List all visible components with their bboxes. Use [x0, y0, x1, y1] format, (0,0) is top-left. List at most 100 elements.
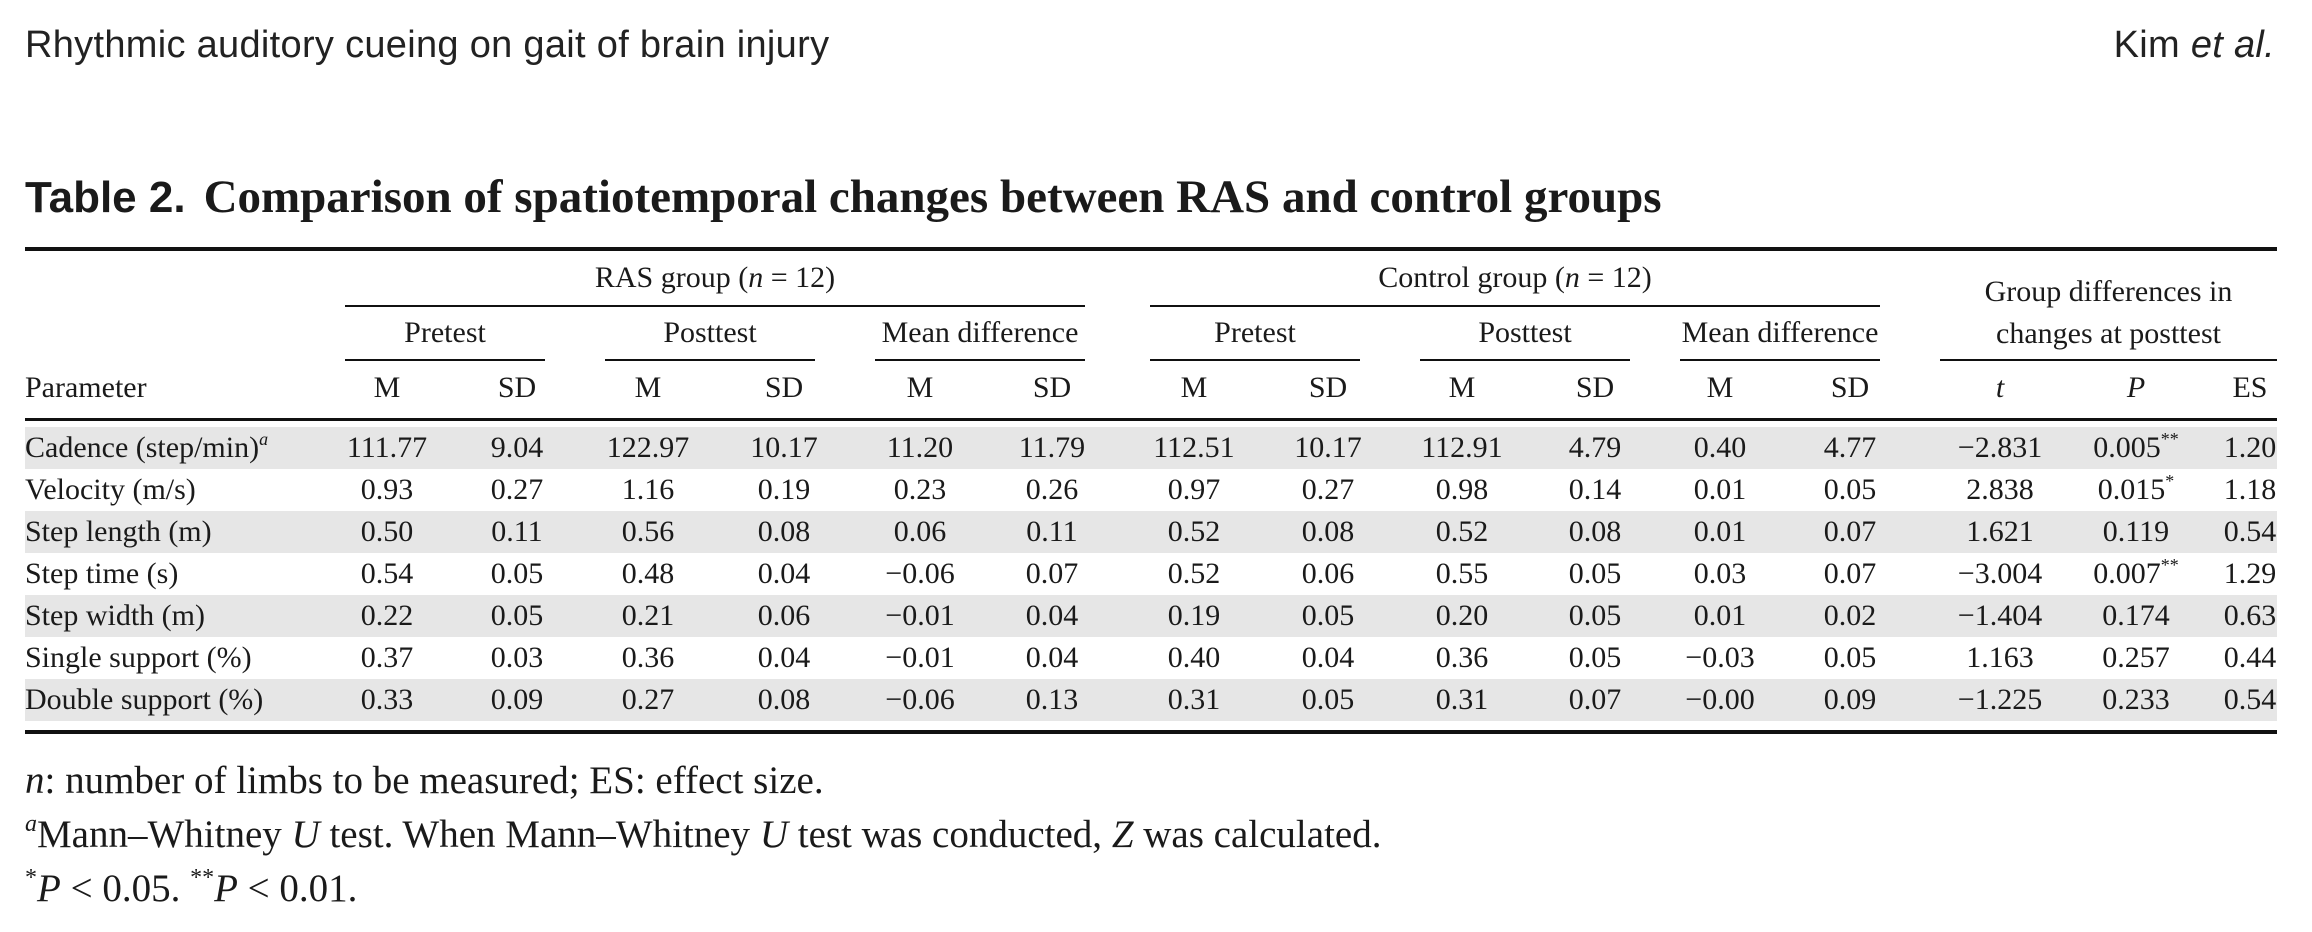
- table-cell: 0.07: [1823, 515, 1877, 548]
- row-shading: [25, 595, 2277, 637]
- table-cell: 0.06: [757, 599, 811, 632]
- table-cell: 0.09: [490, 683, 544, 716]
- table-cell: 1.16: [621, 473, 675, 506]
- group-differences-header-line1: Group differences in: [1984, 275, 2233, 308]
- row-shading: [25, 511, 2277, 553]
- table-cell: 1.18: [2223, 473, 2277, 506]
- table-cell: 0.005**: [2093, 429, 2179, 464]
- table-cell: 0.50: [360, 515, 414, 548]
- control-group-rule: [1150, 305, 1880, 307]
- row-parameter: Step length (m): [25, 515, 212, 548]
- stat-header: M: [373, 371, 401, 404]
- table-cell: 0.44: [2223, 641, 2277, 674]
- stat-header: SD: [1575, 371, 1615, 404]
- subheader-ras-mean-difference: Mean difference: [881, 316, 1079, 349]
- table-cell: 0.22: [360, 599, 414, 632]
- table-cell: 0.05: [1568, 599, 1622, 632]
- stat-header: P: [2126, 371, 2146, 404]
- table-cell: 0.37: [360, 641, 414, 674]
- table-label: Table 2.: [25, 173, 186, 222]
- table-cell: 0.52: [1435, 515, 1489, 548]
- table-cell: 0.40: [1693, 431, 1747, 464]
- row-parameter: Step width (m): [25, 599, 205, 632]
- table-cell: 0.05: [1301, 599, 1355, 632]
- subheader-control-mean-difference: Mean difference: [1681, 316, 1879, 349]
- table-cell: 0.119: [2102, 515, 2170, 548]
- table-cell: 0.03: [1693, 557, 1747, 590]
- subheader-control-posttest: Posttest: [1478, 316, 1572, 349]
- stat-header: SD: [497, 371, 537, 404]
- table-cell: 0.52: [1167, 557, 1221, 590]
- table-cell: 0.31: [1167, 683, 1221, 716]
- table-cell: 0.20: [1435, 599, 1489, 632]
- stat-header: SD: [1830, 371, 1870, 404]
- table-cell: 10.17: [750, 431, 818, 464]
- table-cell: 0.05: [1823, 473, 1877, 506]
- table-cell: 0.08: [757, 683, 811, 716]
- row-shading: [25, 427, 2277, 469]
- table-cell: −0.06: [885, 557, 955, 590]
- row-parameter: Step time (s): [25, 557, 179, 590]
- table-cell: 0.015*: [2097, 471, 2175, 506]
- table-cell: 0.63: [2223, 599, 2277, 632]
- table-cell: 0.04: [1025, 599, 1079, 632]
- author-suffix: et al.: [2190, 24, 2275, 66]
- table-cell: 0.257: [2102, 641, 2170, 674]
- table-cell: −2.831: [1957, 431, 2043, 464]
- table-cell: 0.14: [1568, 473, 1622, 506]
- table-cell: 0.05: [1823, 641, 1877, 674]
- table-cell: 111.77: [346, 431, 428, 464]
- table-cell: 1.29: [2223, 557, 2277, 590]
- row-shading: [25, 679, 2277, 721]
- stat-header: SD: [1032, 371, 1072, 404]
- table-cell: 1.20: [2223, 431, 2277, 464]
- table-cell: 0.06: [1301, 557, 1355, 590]
- table-cell: 0.54: [2223, 683, 2277, 716]
- table-cell: 0.174: [2102, 599, 2170, 632]
- table-cell: 11.20: [886, 431, 954, 464]
- table-cell: 0.55: [1435, 557, 1489, 590]
- table-caption: Table 2. Comparison of spatiotemporal cha…: [25, 170, 1662, 224]
- table-cell: 0.19: [1167, 599, 1221, 632]
- table-top-rule: [25, 247, 2277, 251]
- table-cell: 0.27: [621, 683, 675, 716]
- table-cell: 4.77: [1823, 431, 1877, 464]
- table-cell: 0.04: [757, 557, 811, 590]
- table-cell: 0.05: [490, 599, 544, 632]
- footnote-significance: *P < 0.05. **P < 0.01.: [25, 865, 358, 910]
- ras-group-header: RAS group (n = 12): [594, 261, 836, 294]
- stat-header: SD: [764, 371, 804, 404]
- table-cell: 0.08: [757, 515, 811, 548]
- table-cell: 1.163: [1966, 641, 2034, 674]
- table-cell: −1.225: [1957, 683, 2043, 716]
- table-cell: 0.08: [1568, 515, 1622, 548]
- table-cell: 11.79: [1018, 431, 1086, 464]
- table-bottom-rule: [25, 730, 2277, 734]
- table-header-rule: [25, 418, 2277, 421]
- table-cell: 0.31: [1435, 683, 1489, 716]
- table-cell: 0.04: [1301, 641, 1355, 674]
- table-cell: 0.23: [893, 473, 947, 506]
- table-cell: −3.004: [1957, 557, 2043, 590]
- row-parameter: Single support (%): [25, 641, 252, 674]
- table-cell: 0.01: [1693, 599, 1747, 632]
- author-name: Kim: [2113, 24, 2180, 66]
- row-parameter: Velocity (m/s): [25, 473, 196, 506]
- table-cell: 112.91: [1421, 431, 1503, 464]
- stat-header: M: [906, 371, 934, 404]
- subheader-ras-pretest: Pretest: [404, 316, 486, 349]
- row-parameter: Cadence (step/min)a: [25, 429, 269, 464]
- table-cell: −0.01: [885, 641, 955, 674]
- table-cell: 0.01: [1693, 515, 1747, 548]
- stat-header: ES: [2232, 371, 2268, 404]
- table-cell: 0.52: [1167, 515, 1221, 548]
- table-title: Comparison of spatiotemporal changes bet…: [203, 171, 1662, 223]
- table-cell: 0.13: [1025, 683, 1079, 716]
- table-cell: 0.07: [1823, 557, 1877, 590]
- table-cell: 0.93: [360, 473, 414, 506]
- subheader-ras-posttest: Posttest: [663, 316, 757, 349]
- table-cell: 0.56: [621, 515, 675, 548]
- table-cell: 10.17: [1294, 431, 1362, 464]
- group-differences-header-line2: changes at posttest: [1996, 317, 2221, 350]
- row-parameter: Double support (%): [25, 683, 264, 716]
